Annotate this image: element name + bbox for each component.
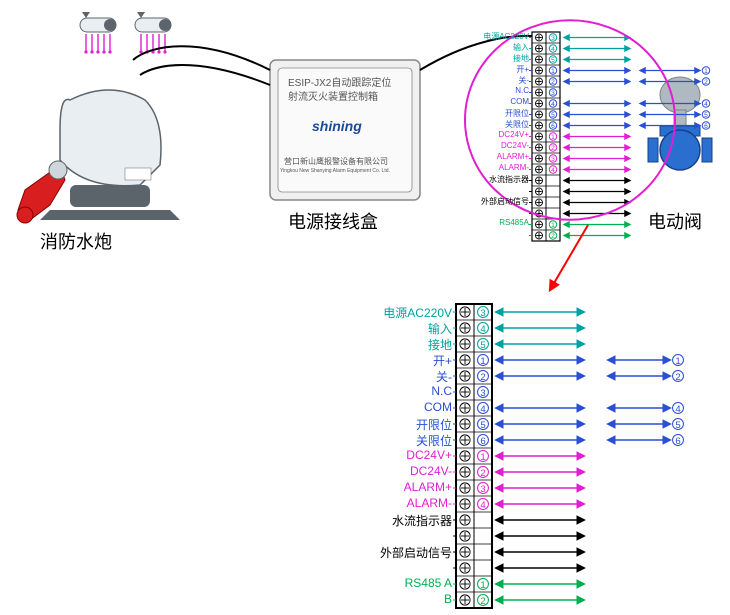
svg-text:6: 6 (704, 123, 708, 130)
label-valve: 电动阀 (648, 208, 702, 234)
large-row-label-2: 接地 (252, 336, 452, 353)
small-row-label-12: ALARM- (329, 163, 529, 172)
svg-text:6: 6 (551, 123, 555, 130)
large-row-label-7: 开限位 (252, 416, 452, 433)
small-row-label-5: N.C (329, 86, 529, 95)
label-junction: 电源接线盒 (288, 208, 378, 234)
svg-text:2: 2 (675, 372, 680, 383)
small-row-label-10: DC24V- (329, 141, 529, 150)
large-row-label-0: 电源AC220V (252, 304, 452, 321)
svg-text:3: 3 (551, 156, 555, 163)
large-row-label-15: 外部启动信号 (252, 544, 452, 561)
small-row-label-9: DC24V+ (329, 130, 529, 139)
svg-text:2: 2 (480, 372, 485, 383)
label-cannon: 消防水炮 (40, 228, 112, 254)
small-row-label-13: 水流指示器 (329, 174, 529, 185)
svg-text:5: 5 (551, 57, 555, 64)
large-row-label-12: ALARM- (252, 496, 452, 510)
small-row-label-6: COM (329, 97, 529, 106)
svg-text:4: 4 (704, 101, 708, 108)
svg-text:2: 2 (480, 596, 485, 607)
svg-text:2: 2 (551, 145, 555, 152)
svg-text:4: 4 (480, 324, 486, 335)
svg-text:1: 1 (675, 356, 680, 367)
svg-text:5: 5 (704, 112, 708, 119)
large-row-label-9: DC24V+ (252, 448, 452, 462)
small-row-label-3: 开+ (329, 64, 529, 75)
svg-text:5: 5 (551, 112, 555, 119)
svg-text:3: 3 (551, 35, 555, 42)
svg-text:1: 1 (551, 68, 555, 75)
small-row-label-11: ALARM+ (329, 152, 529, 161)
svg-text:1: 1 (704, 68, 708, 75)
svg-text:2: 2 (551, 233, 555, 240)
svg-text:3: 3 (480, 308, 485, 319)
svg-text:2: 2 (480, 468, 485, 479)
svg-text:3: 3 (480, 388, 485, 399)
svg-text:4: 4 (480, 500, 486, 511)
svg-text:4: 4 (551, 101, 555, 108)
fire-water-cannon (17, 90, 180, 223)
svg-text:5: 5 (675, 420, 680, 431)
large-row-label-5: N.C (252, 384, 452, 398)
svg-text:4: 4 (675, 404, 681, 415)
small-row-label-1: 输入 (329, 42, 529, 53)
svg-text:6: 6 (480, 436, 485, 447)
svg-text:2: 2 (704, 79, 708, 86)
cable-2 (140, 65, 270, 85)
svg-text:1: 1 (480, 452, 485, 463)
svg-text:4: 4 (551, 167, 555, 174)
large-terminal-block: 3 4 5 1 1 2 2 3 4 4 5 5 6 6 1 2 3 4 1 2 (453, 304, 683, 608)
svg-text:1: 1 (480, 580, 485, 591)
svg-text:6: 6 (675, 436, 680, 447)
small-row-label-4: 关- (329, 75, 529, 86)
large-row-label-10: DC24V- (252, 464, 452, 478)
small-row-label-2: 接地 (329, 53, 529, 64)
large-row-label-13: 水流指示器 (252, 512, 452, 529)
large-row-label-3: 开+ (252, 352, 452, 369)
large-row-label-6: COM (252, 400, 452, 414)
svg-text:4: 4 (551, 46, 555, 53)
svg-text:2: 2 (551, 79, 555, 86)
svg-text:1: 1 (551, 134, 555, 141)
large-row-label-18: B (252, 592, 452, 606)
small-row-label-8: 关限位 (329, 119, 529, 130)
svg-text:3: 3 (480, 484, 485, 495)
large-row-label-1: 输入 (252, 320, 452, 337)
camera-0 (80, 12, 116, 54)
large-row-label-8: 关限位 (252, 432, 452, 449)
small-row-label-0: 电源AC220V (329, 31, 529, 42)
svg-text:5: 5 (480, 340, 485, 351)
svg-text:1: 1 (551, 222, 555, 229)
large-row-label-4: 关- (252, 368, 452, 385)
small-row-label-15: 外部启动信号 (329, 196, 529, 207)
small-row-label-7: 开限位 (329, 108, 529, 119)
svg-text:1: 1 (480, 356, 485, 367)
svg-text:3: 3 (551, 90, 555, 97)
large-row-label-17: RS485 A (252, 576, 452, 590)
svg-text:5: 5 (480, 420, 485, 431)
svg-text:4: 4 (480, 404, 486, 415)
large-row-label-11: ALARM+ (252, 480, 452, 494)
